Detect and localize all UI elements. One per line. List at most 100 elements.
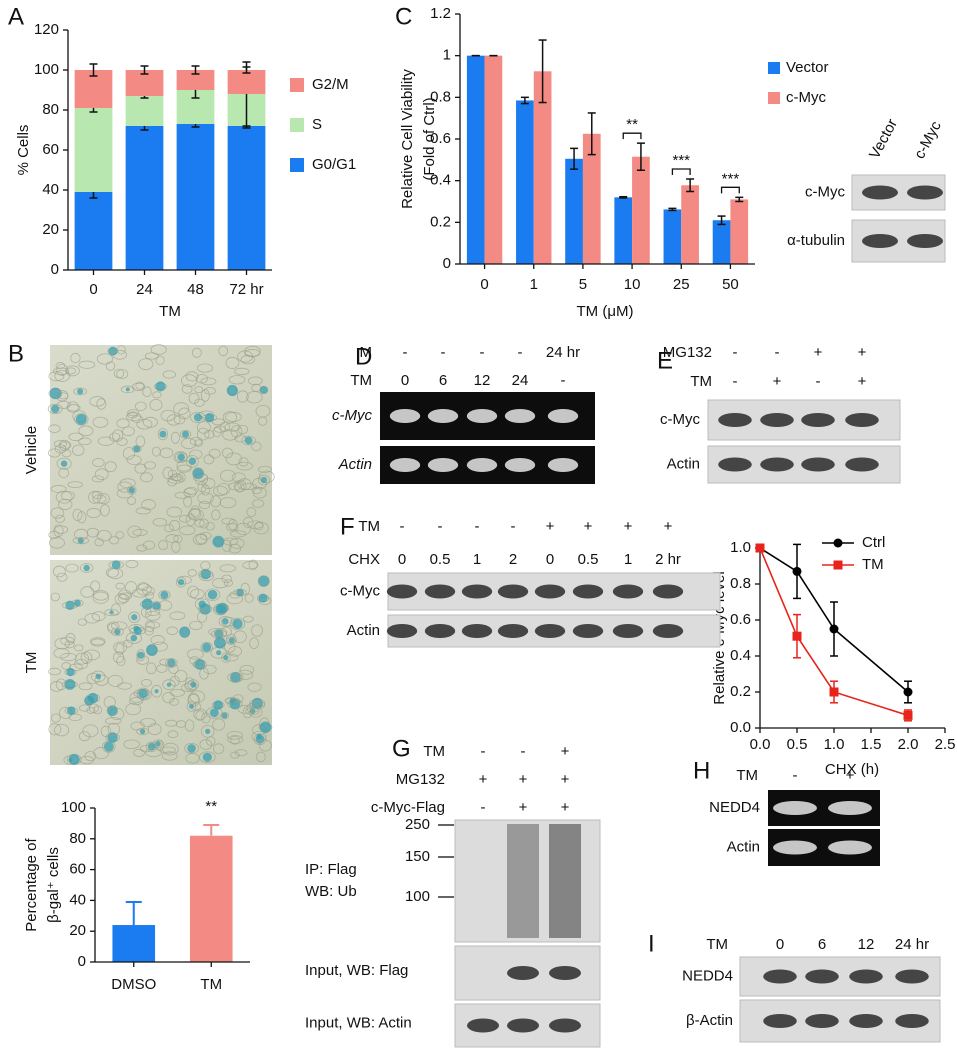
cell <box>135 507 151 515</box>
cell <box>90 580 101 592</box>
y-tick-label: 1 <box>443 47 451 64</box>
cell <box>117 481 133 493</box>
panel-letter: G <box>392 735 411 762</box>
cell <box>78 425 94 437</box>
cell <box>232 694 244 704</box>
cell <box>225 452 242 466</box>
y-tick-label: 0 <box>78 953 86 970</box>
cell <box>165 534 179 543</box>
cell <box>246 702 260 714</box>
stain <box>222 618 229 625</box>
band <box>895 969 929 984</box>
smear <box>507 824 539 938</box>
stain <box>229 698 241 710</box>
cell <box>74 413 89 426</box>
condition-value: 1 <box>624 551 632 568</box>
band <box>612 624 644 638</box>
x-axis-label: TM (μM) <box>577 303 634 320</box>
stain <box>159 430 167 438</box>
cell <box>255 404 271 418</box>
cell <box>166 506 183 518</box>
y-tick-label: 0.0 <box>730 719 751 736</box>
cell <box>94 468 109 481</box>
condition-label: TM <box>690 373 712 390</box>
size-marker: 150 <box>405 848 430 865</box>
cell <box>112 349 127 360</box>
stain <box>75 413 87 425</box>
stain <box>160 591 169 600</box>
stain <box>103 741 114 752</box>
cell <box>189 436 203 446</box>
cell <box>246 391 263 404</box>
stain <box>216 650 222 656</box>
cell <box>133 748 145 757</box>
band <box>862 185 898 200</box>
band <box>534 624 566 638</box>
cell <box>252 477 267 490</box>
band <box>547 458 579 472</box>
cell <box>136 583 152 596</box>
legend-swatch <box>290 158 304 172</box>
cell <box>219 421 231 432</box>
condition-value: - <box>475 518 480 535</box>
stain <box>188 457 197 465</box>
bar <box>582 133 601 264</box>
band-label: Actin <box>727 838 760 855</box>
cell <box>150 634 165 646</box>
condition-value: 12 <box>474 372 491 389</box>
panel-letter: E <box>657 347 673 374</box>
cell <box>239 664 255 675</box>
cell <box>184 680 198 692</box>
y-tick-label: 0 <box>51 261 59 278</box>
cell <box>94 538 105 547</box>
stain <box>74 599 81 607</box>
cell <box>224 697 237 705</box>
cell <box>194 439 204 447</box>
stain <box>182 430 190 438</box>
panel-letter: A <box>8 3 24 30</box>
cell <box>92 416 109 428</box>
stain <box>107 705 118 716</box>
condition-value: + <box>561 799 570 816</box>
x-tick-label: 5 <box>579 276 587 293</box>
cell <box>218 615 233 627</box>
cell <box>253 521 269 535</box>
cell <box>187 585 200 598</box>
condition-value: 24 hr <box>546 344 580 361</box>
condition-label: MG132 <box>663 344 712 361</box>
band <box>895 1014 929 1028</box>
y-tick-label: 1.2 <box>430 5 451 22</box>
y-axis-label: Percentage of <box>23 837 40 931</box>
stain <box>193 413 203 422</box>
stain <box>77 537 84 544</box>
cell <box>77 618 88 626</box>
cell <box>195 710 205 721</box>
cell <box>93 705 103 715</box>
cell <box>181 437 197 450</box>
cell <box>114 593 128 605</box>
cell <box>208 628 224 636</box>
cell <box>243 615 254 623</box>
cell <box>191 347 202 358</box>
stain <box>154 689 159 694</box>
cell <box>125 559 139 569</box>
x-tick-label: 25 <box>673 276 690 293</box>
cell <box>227 735 244 744</box>
cell <box>196 427 210 441</box>
condition-value: - <box>400 518 405 535</box>
stain <box>198 600 206 608</box>
cell <box>120 385 135 394</box>
significance-bracket <box>720 186 740 194</box>
bar <box>632 156 650 264</box>
cell <box>186 701 197 712</box>
stain <box>108 346 118 356</box>
cell <box>110 603 122 616</box>
cell <box>54 369 71 382</box>
bar <box>516 100 534 264</box>
stain <box>212 535 225 548</box>
cell <box>183 495 193 508</box>
band <box>504 458 536 472</box>
cell <box>221 517 235 525</box>
stain <box>232 618 243 629</box>
condition-label: TM <box>350 372 372 389</box>
